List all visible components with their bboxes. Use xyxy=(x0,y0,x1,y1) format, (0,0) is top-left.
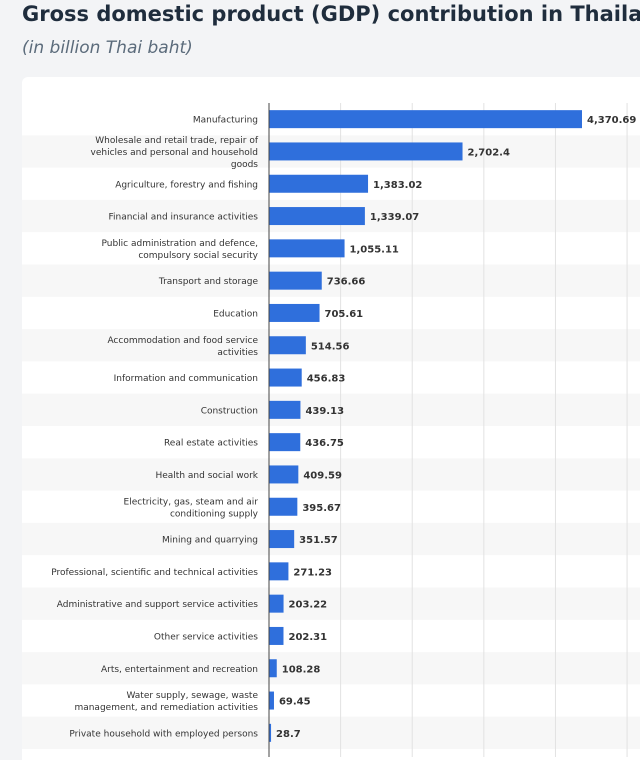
category-label: Private household with employed persons xyxy=(69,729,258,739)
category-label: Wholesale and retail trade, repair of veh… xyxy=(91,136,259,170)
bar[interactable] xyxy=(269,110,582,129)
category-label: Health and social work xyxy=(155,471,258,481)
bar[interactable] xyxy=(269,691,274,710)
data-label: 514.56 xyxy=(311,341,350,352)
data-label: 705.61 xyxy=(325,309,364,320)
data-label: 1,383.02 xyxy=(373,180,422,191)
row-stripe xyxy=(22,522,640,556)
data-label: 1,055.11 xyxy=(350,244,399,255)
data-label: 69.45 xyxy=(279,697,311,708)
data-label: 1,339.07 xyxy=(370,212,419,223)
bar[interactable] xyxy=(269,142,463,161)
category-label: Transport and storage xyxy=(158,277,259,287)
category-label: Agriculture, forestry and fishing xyxy=(115,180,258,190)
chart-title: Gross domestic product (GDP) contributio… xyxy=(22,2,640,26)
data-label: 456.83 xyxy=(307,374,346,385)
data-label: 203.22 xyxy=(289,600,328,611)
data-label: 395.67 xyxy=(302,503,341,514)
bar[interactable] xyxy=(269,626,284,645)
bar[interactable] xyxy=(269,530,295,549)
bar[interactable] xyxy=(269,368,302,387)
category-label: Other service activities xyxy=(154,632,258,642)
bar[interactable] xyxy=(269,400,301,419)
category-label: Education xyxy=(213,309,258,319)
category-label: Professional, scientific and technical a… xyxy=(51,568,258,578)
data-label: 736.66 xyxy=(327,277,366,288)
data-label: 108.28 xyxy=(282,664,321,675)
bar[interactable] xyxy=(269,723,272,742)
bar[interactable] xyxy=(269,433,301,452)
data-label: 436.75 xyxy=(305,438,344,449)
row-stripe xyxy=(22,587,640,620)
row-stripe xyxy=(22,329,640,362)
category-label: Information and communication xyxy=(114,374,258,384)
bar[interactable] xyxy=(269,659,277,678)
data-label: 439.13 xyxy=(305,406,344,417)
data-label: 202.31 xyxy=(288,632,327,643)
category-label: Construction xyxy=(201,406,258,416)
row-stripe xyxy=(22,393,640,426)
category-label: Arts, entertainment and recreation xyxy=(101,665,258,675)
data-label: 351.57 xyxy=(299,535,338,546)
row-stripe xyxy=(22,652,640,685)
data-label: 409.59 xyxy=(303,470,342,481)
bar[interactable] xyxy=(269,174,369,193)
bar[interactable] xyxy=(269,239,345,258)
bar[interactable] xyxy=(269,497,298,516)
category-label: Financial and insurance activities xyxy=(108,213,258,223)
category-label: Real estate activities xyxy=(164,439,258,449)
row-stripe xyxy=(22,716,640,749)
row-stripe xyxy=(22,264,640,297)
category-label: Water supply, sewage, waste management, a… xyxy=(74,691,258,713)
data-label: 28.7 xyxy=(276,729,301,740)
category-label: Accommodation and food service activities xyxy=(107,336,258,358)
category-label: Mining and quarrying xyxy=(162,536,258,546)
bar[interactable] xyxy=(269,562,289,581)
bar[interactable] xyxy=(269,271,322,290)
bar[interactable] xyxy=(269,207,365,226)
category-label: Public administration and defence, compul… xyxy=(101,239,258,261)
bar[interactable] xyxy=(269,594,284,613)
data-label: 2,702.4 xyxy=(468,147,510,158)
row-stripe xyxy=(22,458,640,491)
bar[interactable] xyxy=(269,336,306,355)
chart-subtitle: (in billion Thai baht) xyxy=(22,38,193,58)
data-label: 4,370.69 xyxy=(587,115,636,126)
bar[interactable] xyxy=(269,303,320,322)
category-label: Electricity, gas, steam and air condition… xyxy=(124,497,259,519)
category-label: Administrative and support service activ… xyxy=(57,600,259,610)
category-label: Manufacturing xyxy=(193,116,258,126)
data-label: 271.23 xyxy=(293,567,332,578)
bar[interactable] xyxy=(269,465,299,484)
